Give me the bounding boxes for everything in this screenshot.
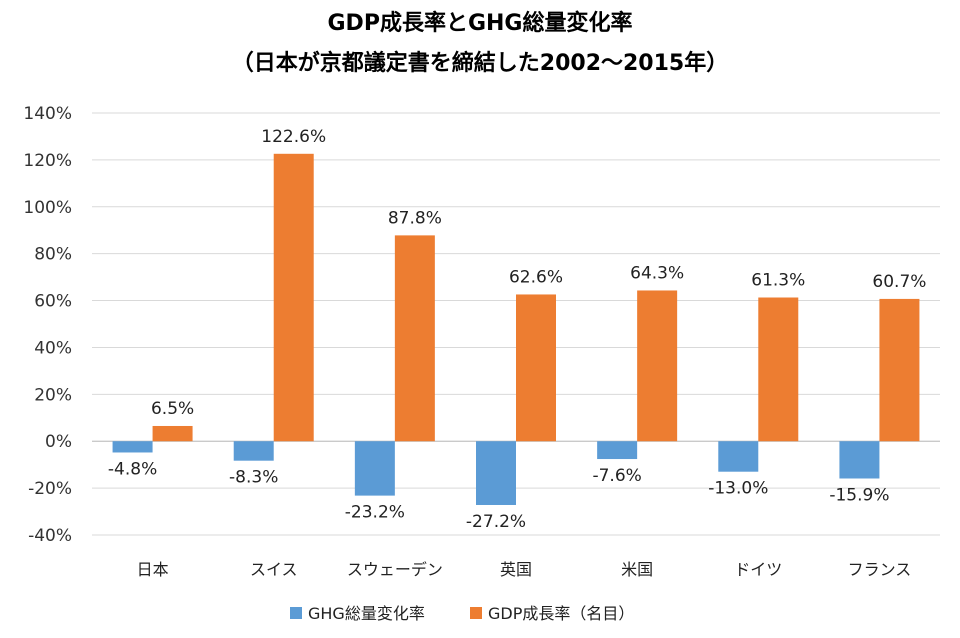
gdp-bar [152, 425, 193, 442]
ghg-data-label: -27.2% [466, 512, 526, 532]
gdp-bar [394, 235, 435, 442]
ghg-data-label: -4.8% [108, 459, 157, 479]
gdp-data-label: 62.6% [509, 267, 563, 287]
gdp-bar [879, 298, 920, 442]
gdp-data-label: 87.8% [388, 208, 442, 228]
x-category-label: フランス [848, 560, 912, 579]
bars [112, 153, 920, 505]
legend-label: GHG総量変化率 [308, 604, 425, 623]
x-category-label: スイス [250, 560, 298, 579]
x-category-label: 日本 [137, 560, 169, 579]
y-tick-label: -40% [28, 526, 72, 546]
ghg-data-label: -7.6% [592, 466, 641, 486]
y-tick-label: -20% [28, 479, 72, 499]
y-tick-label: 60% [34, 292, 72, 312]
data-labels: -4.8% 6.5% -8.3% 122.6% -23.2% 87.8% -27.2% 62.… [108, 127, 927, 532]
gdp-data-label: 122.6% [261, 127, 326, 147]
gdp-data-label: 6.5% [151, 399, 194, 419]
ghg-bar [112, 441, 153, 453]
gdp-bar [637, 290, 678, 442]
legend-swatch [470, 607, 482, 619]
y-tick-label: 100% [23, 198, 72, 218]
gdp-bar [516, 294, 556, 442]
ghg-bar [597, 441, 638, 460]
y-tick-label: 20% [34, 385, 72, 405]
legend-swatch [290, 607, 302, 619]
ghg-bar [839, 441, 880, 479]
chart-subtitle: （日本が京都議定書を締結した2002～2015年） [232, 50, 728, 76]
chart-title: GDP成長率とGHG総量変化率 [328, 10, 633, 36]
gdp-data-label: 60.7% [872, 272, 926, 292]
legend: GHG総量変化率 GDP成長率（名目） [290, 604, 634, 623]
y-tick-label: 120% [23, 151, 72, 171]
y-tick-label: 40% [34, 338, 72, 358]
ghg-data-label: -8.3% [229, 468, 278, 488]
ghg-bar [718, 441, 759, 472]
x-category-label: 米国 [621, 560, 653, 579]
y-tick-label: 140% [23, 104, 72, 124]
x-category-label: スウェーデン [347, 560, 443, 579]
gdp-data-label: 61.3% [751, 271, 805, 291]
ghg-data-label: -13.0% [708, 479, 768, 499]
y-tick-label: 80% [34, 245, 72, 265]
gdp-bar [758, 297, 799, 442]
ghg-data-label: -23.2% [345, 503, 405, 523]
x-category-label: ドイツ [734, 560, 782, 579]
ghg-data-label: -15.9% [829, 485, 889, 505]
x-category-label: 英国 [500, 560, 532, 579]
y-tick-label: 0% [45, 432, 72, 452]
y-axis: 140% 120% 100% 80% 60% 40% 20% 0% -20% -40% [23, 104, 72, 546]
ghg-bar [233, 441, 274, 461]
legend-label: GDP成長率（名目） [488, 604, 634, 623]
gdp-data-label: 64.3% [630, 263, 684, 283]
x-axis: 日本 スイス スウェーデン 英国 米国 ドイツ フランス [137, 560, 912, 579]
gdp-bar [273, 153, 314, 442]
ghg-bar [476, 441, 516, 505]
ghg-bar [354, 441, 395, 496]
